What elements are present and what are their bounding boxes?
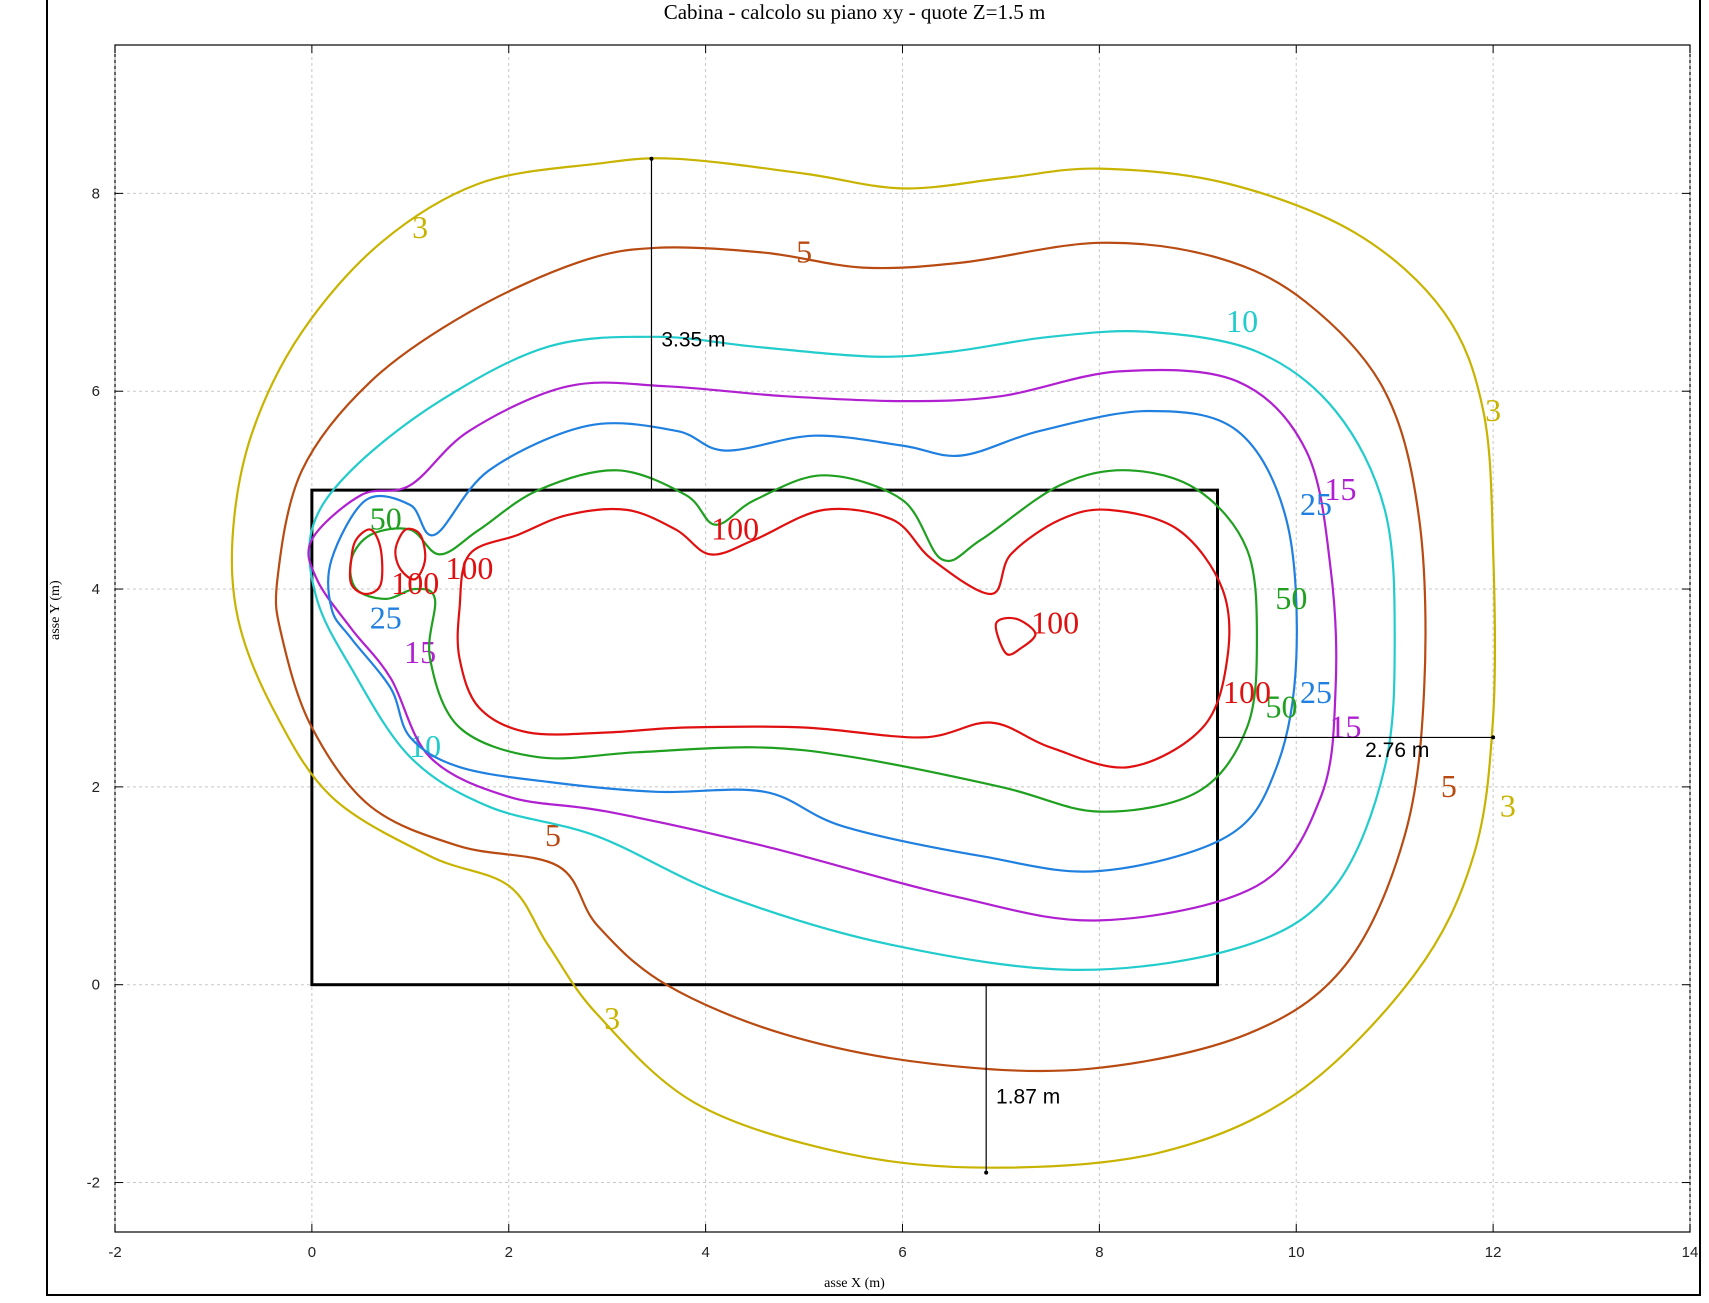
x-axis-label: asse X (m) bbox=[824, 1276, 885, 1291]
y-tick-label: -2 bbox=[87, 1175, 100, 1192]
dimensions: 3.35 m 2.76 m 1.87 m bbox=[649, 156, 1496, 1175]
contour-line-25 bbox=[327, 409, 1298, 873]
contour-line-3 bbox=[230, 157, 1497, 1169]
y-tick-label: 6 bbox=[92, 383, 100, 400]
x-tick-label: 4 bbox=[701, 1244, 709, 1261]
y-tick-label: 2 bbox=[92, 779, 100, 796]
contour-label-3: 3 bbox=[1485, 392, 1501, 428]
dimension-endpoint bbox=[984, 1170, 989, 1175]
dimension-label: 2.76 m bbox=[1365, 739, 1429, 762]
y-tick-label: 0 bbox=[92, 977, 100, 994]
contour-level-50: 50 50 50 bbox=[349, 469, 1307, 813]
ticks: -2 0 2 4 6 8 10 12 14 -2 0 2 4 6 8 bbox=[87, 45, 1699, 1261]
contour-label-3: 3 bbox=[1500, 788, 1516, 824]
contour-label-100: 100 bbox=[1031, 605, 1079, 641]
x-tick-label: 10 bbox=[1288, 1244, 1305, 1261]
contours: 3333555101015151525252550505010010010010… bbox=[230, 157, 1516, 1169]
contour-label-25: 25 bbox=[1300, 486, 1332, 522]
chart-title: Cabina - calcolo su piano xy - quote Z=1… bbox=[663, 0, 1046, 24]
figure-frame bbox=[46, 0, 1701, 1296]
contour-line-5 bbox=[274, 241, 1427, 1073]
contour-label-10: 10 bbox=[1226, 303, 1258, 339]
contour-line-100 bbox=[994, 616, 1037, 656]
contour-label-25: 25 bbox=[1300, 674, 1332, 710]
contour-line-50 bbox=[349, 469, 1258, 813]
x-tick-label: -2 bbox=[108, 1244, 121, 1261]
dimension-label: 3.35 m bbox=[661, 329, 725, 352]
contour-label-50: 50 bbox=[1265, 689, 1297, 725]
contour-label-50: 50 bbox=[1275, 580, 1307, 616]
contour-label-100: 100 bbox=[711, 511, 759, 547]
contour-label-15: 15 bbox=[1325, 471, 1357, 507]
contour-level-5: 5 5 5 bbox=[274, 234, 1457, 1073]
y-tick-label: 8 bbox=[92, 185, 100, 202]
x-tick-label: 14 bbox=[1682, 1244, 1699, 1261]
contour-label-100: 100 bbox=[445, 550, 493, 586]
x-tick-label: 2 bbox=[505, 1244, 513, 1261]
dimension-marker: 2.76 m bbox=[1217, 735, 1496, 762]
dimension-endpoint bbox=[1491, 735, 1496, 740]
contour-label-15: 15 bbox=[1329, 708, 1361, 744]
contour-label-3: 3 bbox=[412, 209, 428, 245]
contour-label-100: 100 bbox=[391, 565, 439, 601]
contour-label-5: 5 bbox=[1441, 768, 1457, 804]
x-tick-label: 0 bbox=[308, 1244, 316, 1261]
contour-line-100 bbox=[394, 527, 427, 581]
dimension-marker: 3.35 m bbox=[649, 156, 726, 491]
contour-line-100 bbox=[348, 528, 384, 596]
contour-line-10 bbox=[308, 330, 1396, 972]
contour-label-5: 5 bbox=[796, 234, 812, 270]
x-tick-label: 6 bbox=[898, 1244, 906, 1261]
dimension-label: 1.87 m bbox=[996, 1085, 1060, 1108]
contour-label-25: 25 bbox=[370, 600, 402, 636]
contour-label-3: 3 bbox=[604, 1000, 620, 1036]
contour-label-100: 100 bbox=[1223, 674, 1271, 710]
contour-label-50: 50 bbox=[370, 501, 402, 537]
contour-level-25: 25 25 25 bbox=[327, 409, 1332, 873]
contour-line-100 bbox=[456, 507, 1231, 769]
y-tick-label: 4 bbox=[92, 581, 100, 598]
contour-level-3: 3 3 3 3 bbox=[230, 157, 1516, 1169]
contour-label-5: 5 bbox=[545, 817, 561, 853]
contour-line-15 bbox=[307, 368, 1338, 922]
dimension-marker: 1.87 m bbox=[984, 984, 1060, 1175]
x-tick-label: 12 bbox=[1485, 1244, 1502, 1261]
dimension-endpoint bbox=[649, 156, 654, 161]
x-tick-label: 8 bbox=[1095, 1244, 1103, 1261]
